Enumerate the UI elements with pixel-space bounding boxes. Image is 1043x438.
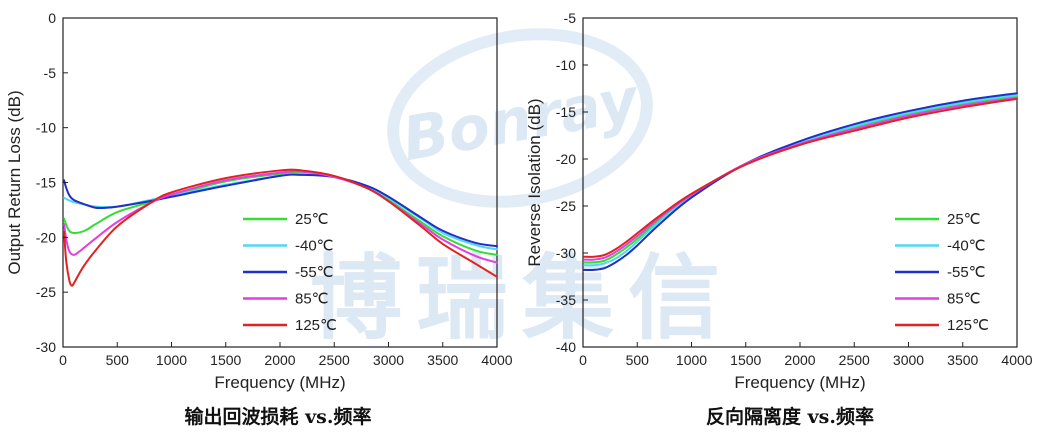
y-tick-label: -30 bbox=[556, 245, 576, 261]
x-tick-label: 1000 bbox=[676, 352, 707, 368]
x-tick-label: 0 bbox=[579, 352, 587, 368]
series-line-125C bbox=[63, 168, 498, 287]
x-tick-label: 2500 bbox=[319, 352, 350, 368]
legend-label: 85℃ bbox=[947, 291, 981, 308]
y-axis-label: Output Return Loss (dB) bbox=[5, 90, 24, 274]
legend-label: 85℃ bbox=[295, 291, 329, 308]
x-tick-label: 2000 bbox=[784, 352, 815, 368]
legend-label: 125℃ bbox=[295, 317, 337, 334]
y-tick-label: 0 bbox=[48, 10, 56, 26]
x-tick-label: 3000 bbox=[373, 352, 404, 368]
y-tick-label: -20 bbox=[36, 229, 56, 245]
y-tick-label: -40 bbox=[556, 339, 576, 355]
series-line-125C bbox=[583, 97, 1018, 258]
x-tick-label: 3500 bbox=[427, 352, 458, 368]
x-tick-label: 1000 bbox=[156, 352, 187, 368]
x-axis-label: Frequency (MHz) bbox=[734, 373, 865, 392]
chart-caption: 反向隔离度 vs.频率 bbox=[706, 405, 874, 428]
tick-layer: 0 500 1000 1500 2000 2500 3000 3500 4000 -5 -10 -15… bbox=[556, 10, 1033, 368]
legend-label: 25℃ bbox=[295, 211, 329, 228]
chart-caption: 输出回波损耗 vs.频率 bbox=[185, 405, 372, 428]
series-line--40C bbox=[583, 94, 1018, 267]
watermark-logo-ring bbox=[387, 28, 653, 208]
legend-label: -55℃ bbox=[295, 264, 334, 281]
legend-label: -40℃ bbox=[947, 238, 986, 255]
legend-label: -40℃ bbox=[295, 238, 334, 255]
x-tick-label: 1500 bbox=[210, 352, 241, 368]
series-line-85C bbox=[63, 170, 498, 264]
y-tick-label: -15 bbox=[36, 175, 56, 191]
x-tick-label: 500 bbox=[106, 352, 130, 368]
legend: 25℃ -40℃ -55℃ 85℃ 125℃ bbox=[243, 211, 337, 334]
x-tick-label: 1500 bbox=[730, 352, 761, 368]
watermark-logo-text: Bonray bbox=[397, 65, 645, 176]
y-tick-label: -15 bbox=[556, 104, 576, 120]
x-tick-label: 2500 bbox=[839, 352, 870, 368]
y-axis-label: Reverse Isolation (dB) bbox=[525, 98, 544, 266]
series-layer bbox=[583, 92, 1018, 272]
x-tick-label: 3000 bbox=[893, 352, 924, 368]
y-tick-label: -25 bbox=[36, 284, 56, 300]
y-tick-label: -10 bbox=[36, 120, 56, 136]
x-tick-label: 500 bbox=[626, 352, 650, 368]
x-axis-label: Frequency (MHz) bbox=[214, 373, 345, 392]
y-tick-label: -25 bbox=[556, 198, 576, 214]
y-tick-label: -20 bbox=[556, 151, 576, 167]
y-tick-label: -5 bbox=[564, 10, 577, 26]
series-layer bbox=[63, 168, 498, 287]
reverse-isolation-chart: 0 500 1000 1500 2000 2500 3000 3500 4000 -5 -10 -15… bbox=[525, 10, 1033, 428]
y-tick-label: -35 bbox=[556, 292, 576, 308]
legend-label: 125℃ bbox=[947, 317, 989, 334]
watermark-chars: 博瑞集信 bbox=[310, 245, 734, 352]
series-line-85C bbox=[583, 96, 1018, 261]
return-loss-chart: 0 500 1000 1500 2000 2500 3000 3500 4000 0 -5 -10 -1… bbox=[5, 10, 513, 428]
legend-label: -55℃ bbox=[947, 264, 986, 281]
series-line-25C bbox=[63, 171, 498, 256]
series-line--55C bbox=[63, 173, 498, 248]
x-tick-label: 4000 bbox=[1001, 352, 1032, 368]
legend: 25℃ -40℃ -55℃ 85℃ 125℃ bbox=[895, 211, 989, 334]
x-tick-label: 4000 bbox=[481, 352, 512, 368]
watermark: Bonray 博瑞集信 bbox=[310, 28, 734, 352]
y-tick-label: -10 bbox=[556, 57, 576, 73]
y-tick-label: -5 bbox=[44, 65, 57, 81]
series-line--55C bbox=[583, 92, 1018, 272]
x-tick-label: 3500 bbox=[947, 352, 978, 368]
legend-label: 25℃ bbox=[947, 211, 981, 228]
x-tick-label: 0 bbox=[59, 352, 67, 368]
x-tick-label: 2000 bbox=[264, 352, 295, 368]
y-tick-label: -30 bbox=[36, 339, 56, 355]
tick-layer: 0 500 1000 1500 2000 2500 3000 3500 4000 0 -5 -10 -1… bbox=[36, 10, 513, 368]
